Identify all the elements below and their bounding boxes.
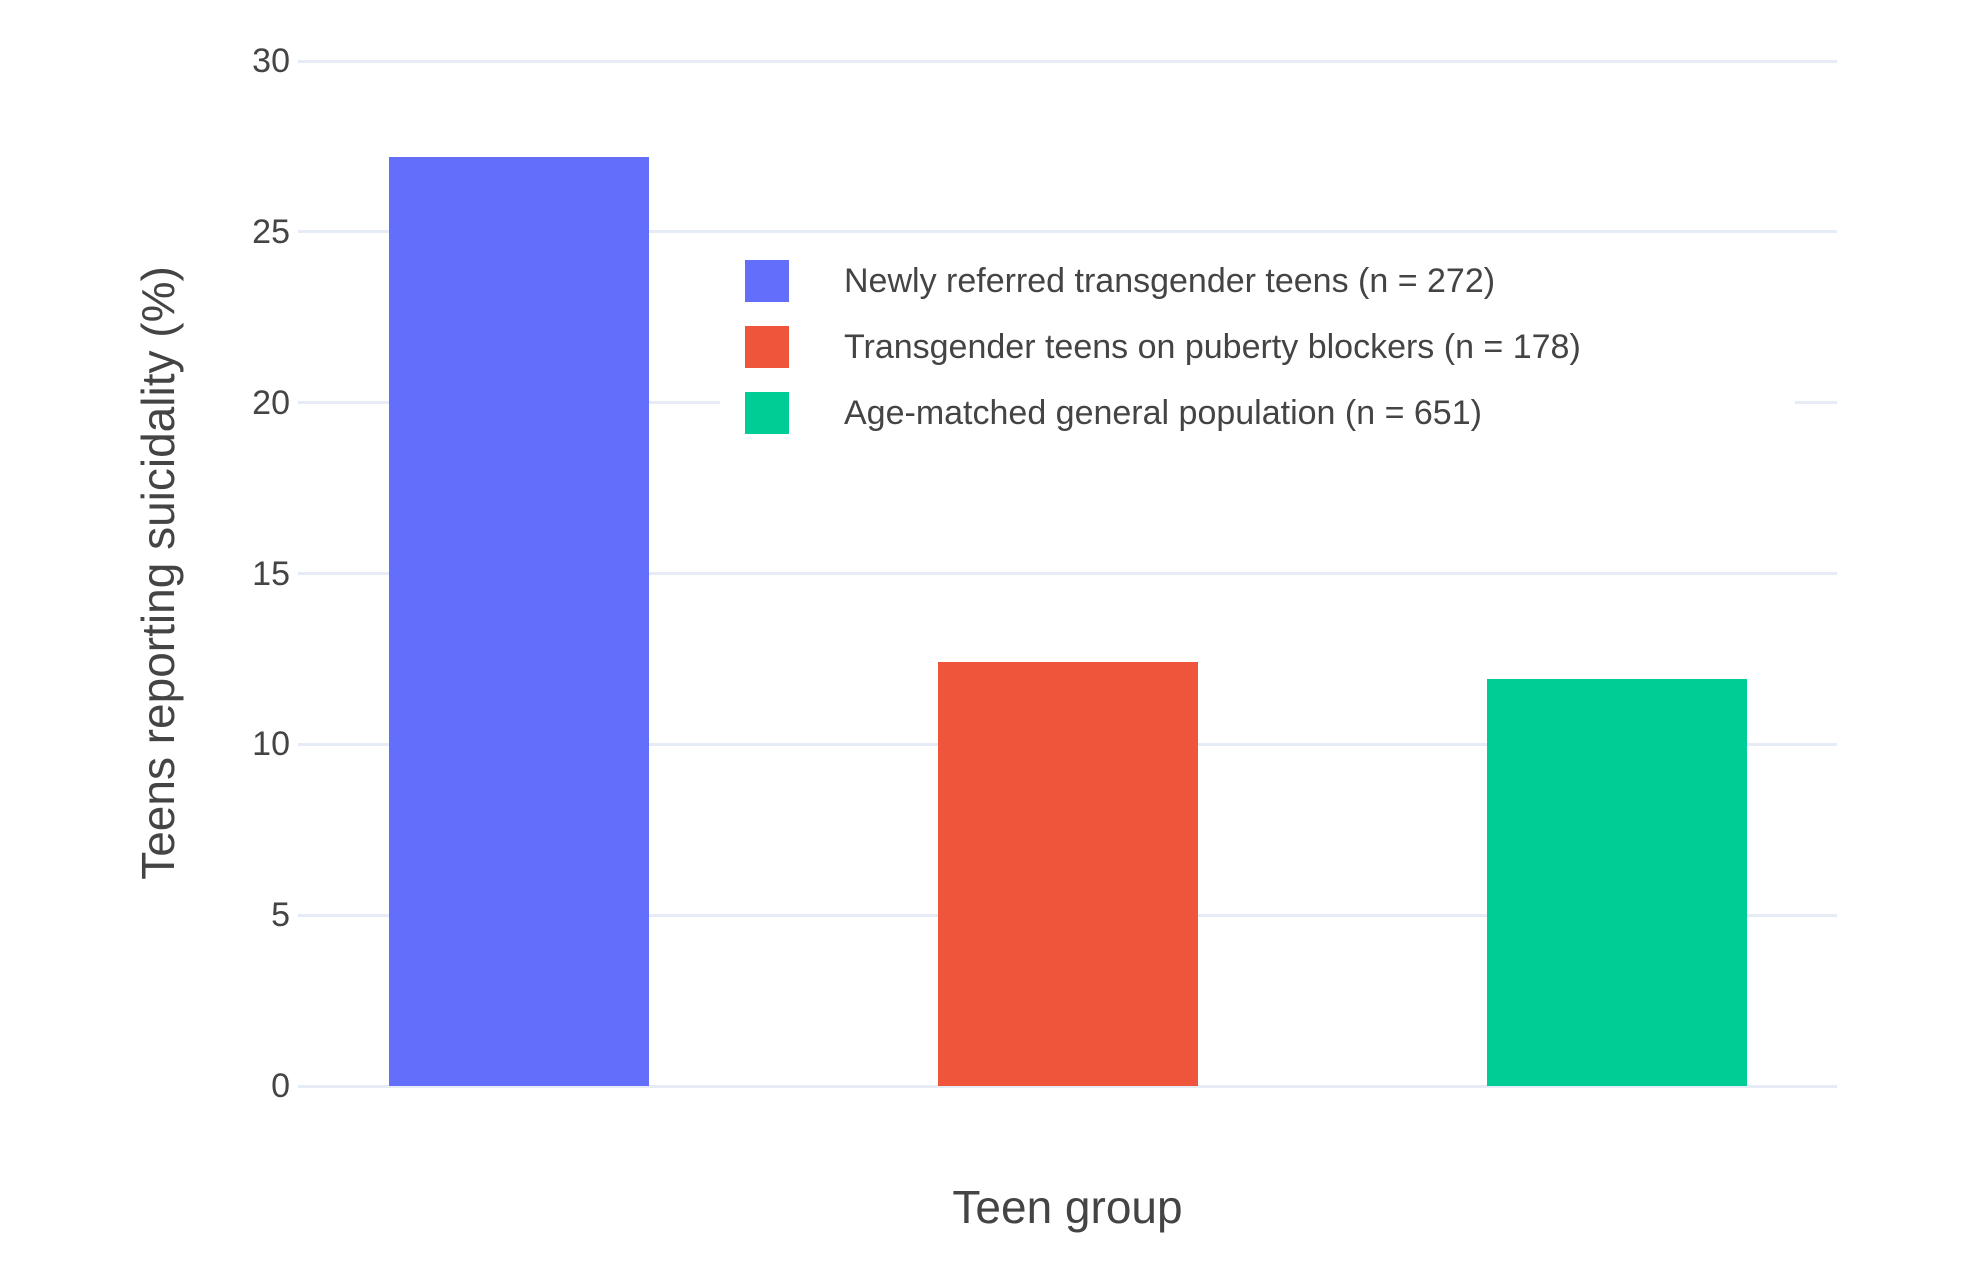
gridline-25 xyxy=(298,230,1837,234)
gridline-0 xyxy=(298,1084,1837,1088)
legend-item-newly-referred-transgender[interactable]: Newly referred transgender teens (n = 27… xyxy=(745,248,1795,314)
y-tick-label-0: 0 xyxy=(271,1067,290,1105)
bar-age-matched-general[interactable] xyxy=(1487,679,1747,1086)
x-axis-title: Teen group xyxy=(952,1181,1183,1233)
y-tick-label-15: 15 xyxy=(252,554,290,593)
legend-item-age-matched-general[interactable]: Age-matched general population (n = 651) xyxy=(745,380,1795,446)
y-tick-label-10: 10 xyxy=(252,725,290,764)
legend-swatch-icon xyxy=(745,260,789,302)
legend-label: Transgender teens on puberty blockers (n… xyxy=(844,327,1581,366)
y-tick-label-20: 20 xyxy=(252,383,290,422)
gridline-30 xyxy=(298,59,1837,63)
y-tick-label-30: 30 xyxy=(252,42,290,81)
legend: Newly referred transgender teens (n = 27… xyxy=(720,242,1795,452)
gridline-15 xyxy=(298,572,1837,576)
y-tick-label-5: 5 xyxy=(271,896,290,935)
legend-label: Newly referred transgender teens (n = 27… xyxy=(844,261,1496,300)
legend-swatch-icon xyxy=(745,392,789,434)
bar-newly-referred-transgender[interactable] xyxy=(389,156,649,1086)
legend-item-transgender-teens-on[interactable]: Transgender teens on puberty blockers (n… xyxy=(745,314,1795,380)
y-axis-title: Teens reporting suicidality (%) xyxy=(132,266,184,880)
bar-transgender-teens-on[interactable] xyxy=(938,662,1198,1086)
legend-swatch-icon xyxy=(745,326,789,368)
legend-label: Age-matched general population (n = 651) xyxy=(844,393,1482,432)
y-tick-label-25: 25 xyxy=(252,212,290,251)
